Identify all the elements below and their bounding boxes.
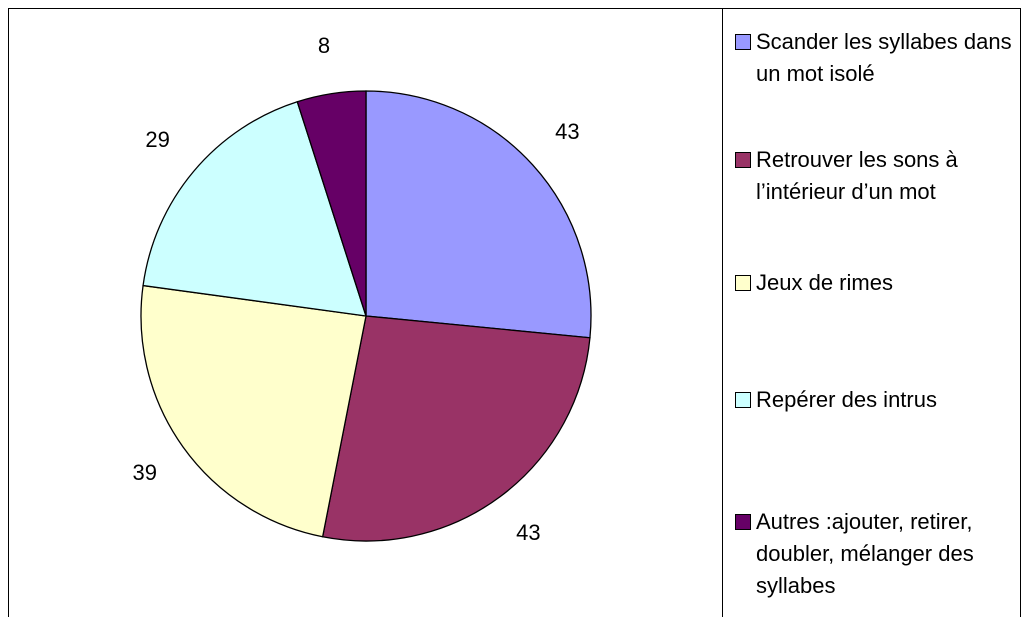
legend-item: Jeux de rimes (735, 267, 1017, 299)
legend-swatch (735, 34, 751, 50)
data-label: 29 (145, 127, 169, 152)
legend: Scander les syllabes dans un mot isolé Re… (722, 8, 1020, 617)
legend-label: Autres :ajouter, retirer, doubler, mélan… (756, 509, 974, 598)
legend-swatch (735, 392, 751, 408)
legend-swatch (735, 152, 751, 168)
data-label: 39 (132, 460, 156, 485)
pie-slice (365, 90, 592, 339)
pie-slice (142, 100, 367, 317)
legend-item: Retrouver les sons à l’intérieur d’un mo… (735, 144, 1017, 208)
legend-label: Jeux de rimes (756, 270, 893, 295)
legend-label: Repérer des intrus (756, 387, 937, 412)
data-label: 43 (555, 119, 579, 144)
legend-item: Autres :ajouter, retirer, doubler, mélan… (735, 506, 1017, 602)
chart-border (8, 8, 1021, 617)
data-label: 43 (516, 520, 540, 545)
legend-swatch (735, 275, 751, 291)
legend-label: Scander les syllabes dans un mot isolé (756, 29, 1012, 86)
data-label: 8 (318, 33, 330, 58)
legend-item: Repérer des intrus (735, 384, 1017, 416)
pie-slice (321, 315, 591, 542)
legend-label: Retrouver les sons à l’intérieur d’un mo… (756, 147, 958, 204)
legend-swatch (735, 514, 751, 530)
pie-slice (296, 90, 367, 317)
pie-slice (140, 284, 367, 538)
legend-item: Scander les syllabes dans un mot isolé (735, 26, 1017, 90)
